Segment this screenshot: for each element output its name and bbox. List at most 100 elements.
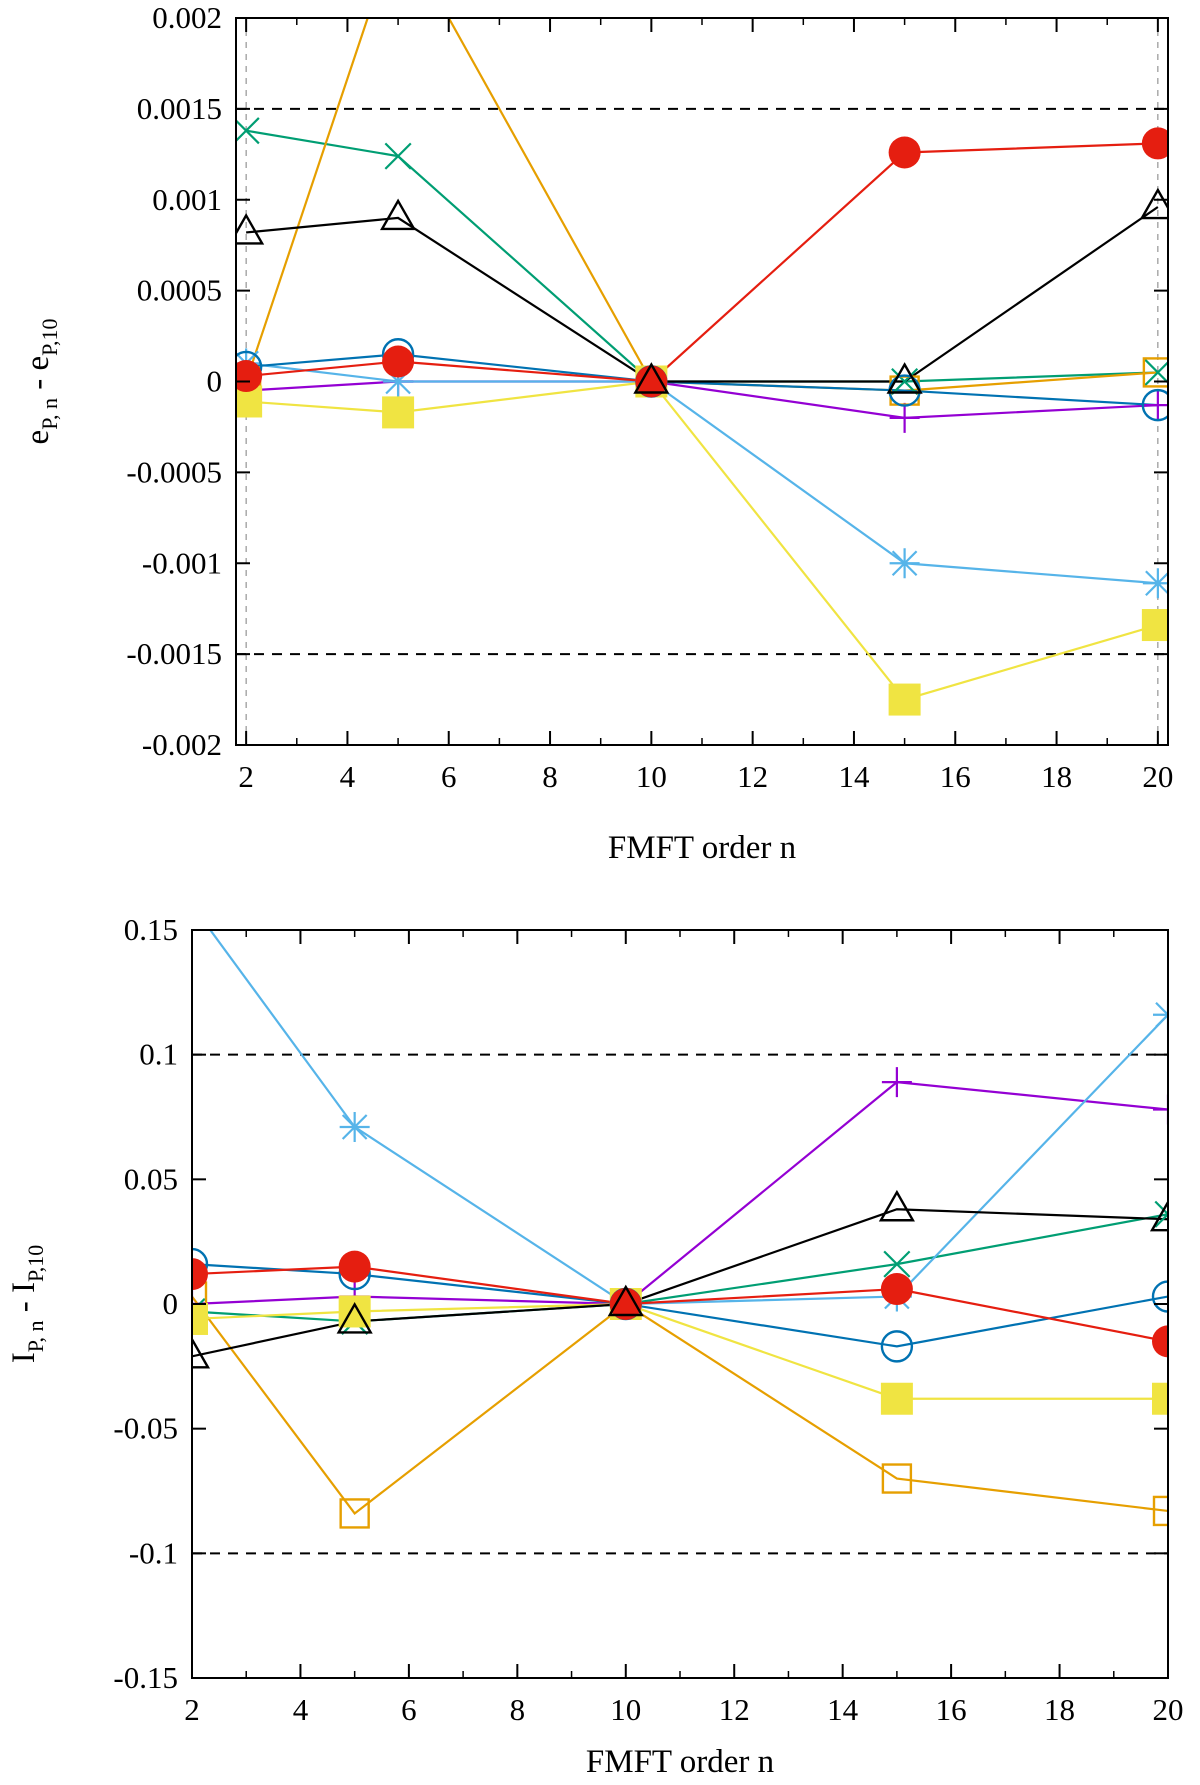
y-tick-label: 0.05 bbox=[124, 1161, 178, 1196]
point-red-filled-circle bbox=[382, 345, 415, 378]
series-line-cyan-star bbox=[208, 930, 1168, 1306]
point-blue-circle bbox=[192, 1247, 209, 1281]
point-red-filled-circle bbox=[635, 365, 668, 398]
point-black-triangle bbox=[192, 1336, 211, 1369]
point-black-triangle bbox=[1149, 1199, 1168, 1232]
x-tick-label: 2 bbox=[238, 759, 254, 794]
y-tick-label: 0.1 bbox=[139, 1037, 178, 1072]
x-tick-label: 12 bbox=[737, 759, 768, 794]
x-tick-label: 18 bbox=[1044, 1692, 1075, 1727]
point-black-triangle bbox=[336, 1302, 373, 1334]
point-orange-square bbox=[192, 1281, 208, 1312]
x-tick-label: 14 bbox=[838, 759, 870, 794]
x-tick-label: 18 bbox=[1041, 759, 1072, 794]
point-red-filled-circle bbox=[1152, 1325, 1168, 1358]
series-line-orange-square bbox=[245, 18, 1158, 392]
point-green-cross bbox=[883, 1250, 911, 1278]
point-yellow-filled-square bbox=[1141, 609, 1168, 642]
point-yellow-filled-square bbox=[888, 683, 921, 716]
point-blue-circle bbox=[880, 1330, 914, 1363]
point-red-filled-circle bbox=[192, 1258, 208, 1291]
series-line-black-triangle bbox=[192, 1208, 1168, 1358]
chart-2: -0.15 -0.1 -0.05 0 0.05 0.1 0.15 2 4 6 8 10 12 14 16 18… bbox=[6, 890, 1184, 1780]
point-black-triangle bbox=[878, 1189, 915, 1222]
point-yellow-filled-square bbox=[880, 1382, 913, 1415]
point-blue-circle bbox=[1151, 1280, 1168, 1313]
x-tick-label: 4 bbox=[340, 759, 356, 794]
point-orange-square bbox=[1152, 1495, 1168, 1527]
point-black-triangle bbox=[633, 362, 670, 394]
series-line-green-cross bbox=[245, 129, 1158, 383]
series-group bbox=[236, 18, 1168, 716]
y-tick-label: 0 bbox=[163, 1286, 179, 1321]
y-tick-label: 0.15 bbox=[124, 912, 178, 947]
series-group bbox=[177, 890, 1168, 1529]
x-tick-label: 8 bbox=[542, 759, 558, 794]
series-line-red-filled-circle bbox=[192, 1265, 1168, 1343]
series-line-blue-circle bbox=[192, 1263, 1168, 1348]
y-tick-label: -0.0005 bbox=[126, 454, 222, 489]
chart-1: -0.002 -0.0015 -0.001 -0.0005 0 0.0005 0.001 0.… bbox=[20, 0, 1173, 866]
point-red-filled-circle bbox=[880, 1273, 913, 1306]
point-red-filled-circle bbox=[1141, 127, 1168, 160]
point-black-triangle bbox=[1139, 187, 1168, 220]
point-cyan-star bbox=[1142, 568, 1168, 599]
y-tick-label: -0.002 bbox=[142, 727, 222, 762]
point-purple-plus bbox=[881, 1067, 912, 1098]
series-line-yellow-filled-square bbox=[192, 1302, 1168, 1400]
point-orange-square bbox=[339, 1498, 370, 1529]
x-tick-label: 20 bbox=[1142, 759, 1173, 794]
point-purple-plus bbox=[889, 402, 920, 433]
x-tick-label: 8 bbox=[510, 1692, 526, 1727]
y-axis-label: IP, n - IP,10 bbox=[6, 1245, 48, 1364]
y-tick-label: -0.001 bbox=[142, 545, 222, 580]
point-green-cross bbox=[236, 117, 260, 145]
x-tick-label: 12 bbox=[719, 1692, 750, 1727]
point-red-filled-circle bbox=[338, 1250, 371, 1283]
y-axis-label: eP, n - eP,10 bbox=[20, 319, 62, 445]
y-tick-label: -0.0015 bbox=[126, 636, 222, 671]
x-axis-label: FMFT order n bbox=[608, 830, 796, 866]
x-tick-label: 14 bbox=[827, 1692, 859, 1727]
series-line-red-filled-circle bbox=[246, 142, 1158, 383]
x-tick-label: 2 bbox=[184, 1692, 200, 1727]
point-black-triangle bbox=[607, 1284, 644, 1317]
point-cyan-star bbox=[339, 1111, 370, 1142]
point-yellow-filled-square bbox=[382, 396, 415, 429]
point-yellow-filled-square bbox=[1152, 1382, 1168, 1415]
y-tick-label: -0.15 bbox=[113, 1660, 178, 1695]
point-purple-plus bbox=[1153, 1094, 1168, 1125]
point-black-triangle bbox=[236, 213, 265, 245]
x-tick-label: 20 bbox=[1153, 1692, 1184, 1727]
x-axis-label: FMFT order n bbox=[586, 1744, 774, 1780]
y-tick-label: -0.1 bbox=[129, 1535, 178, 1570]
point-red-filled-circle bbox=[609, 1288, 642, 1320]
x-tick-label: 16 bbox=[940, 759, 971, 794]
y-tick-label: 0.0005 bbox=[137, 273, 222, 308]
point-green-cross bbox=[1154, 1200, 1168, 1228]
y-tick-label: -0.05 bbox=[113, 1411, 178, 1446]
point-orange-square bbox=[881, 1463, 913, 1494]
series-line-yellow-filled-square bbox=[246, 380, 1159, 701]
x-tick-label: 6 bbox=[441, 759, 457, 794]
point-red-filled-circle bbox=[888, 136, 921, 169]
y-tick-label: 0.002 bbox=[152, 0, 222, 35]
point-yellow-filled-square bbox=[192, 1302, 208, 1335]
x-tick-label: 10 bbox=[636, 759, 667, 794]
point-black-triangle bbox=[886, 362, 923, 394]
point-green-cross bbox=[384, 142, 412, 170]
series-line-orange-square bbox=[192, 1295, 1168, 1515]
point-red-filled-circle bbox=[236, 360, 263, 393]
point-blue-circle bbox=[1141, 388, 1168, 422]
y-tick-label: 0.001 bbox=[152, 182, 222, 217]
point-cyan-star bbox=[889, 548, 920, 579]
x-tick-label: 6 bbox=[401, 1692, 417, 1727]
x-tick-label: 10 bbox=[610, 1692, 641, 1727]
point-orange-square bbox=[1142, 357, 1168, 388]
y-tick-label: 0 bbox=[207, 364, 223, 399]
point-cyan-star bbox=[177, 890, 207, 920]
series-line-purple-plus bbox=[192, 1080, 1168, 1306]
point-green-cross bbox=[891, 367, 919, 396]
point-cyan-star bbox=[383, 366, 414, 397]
